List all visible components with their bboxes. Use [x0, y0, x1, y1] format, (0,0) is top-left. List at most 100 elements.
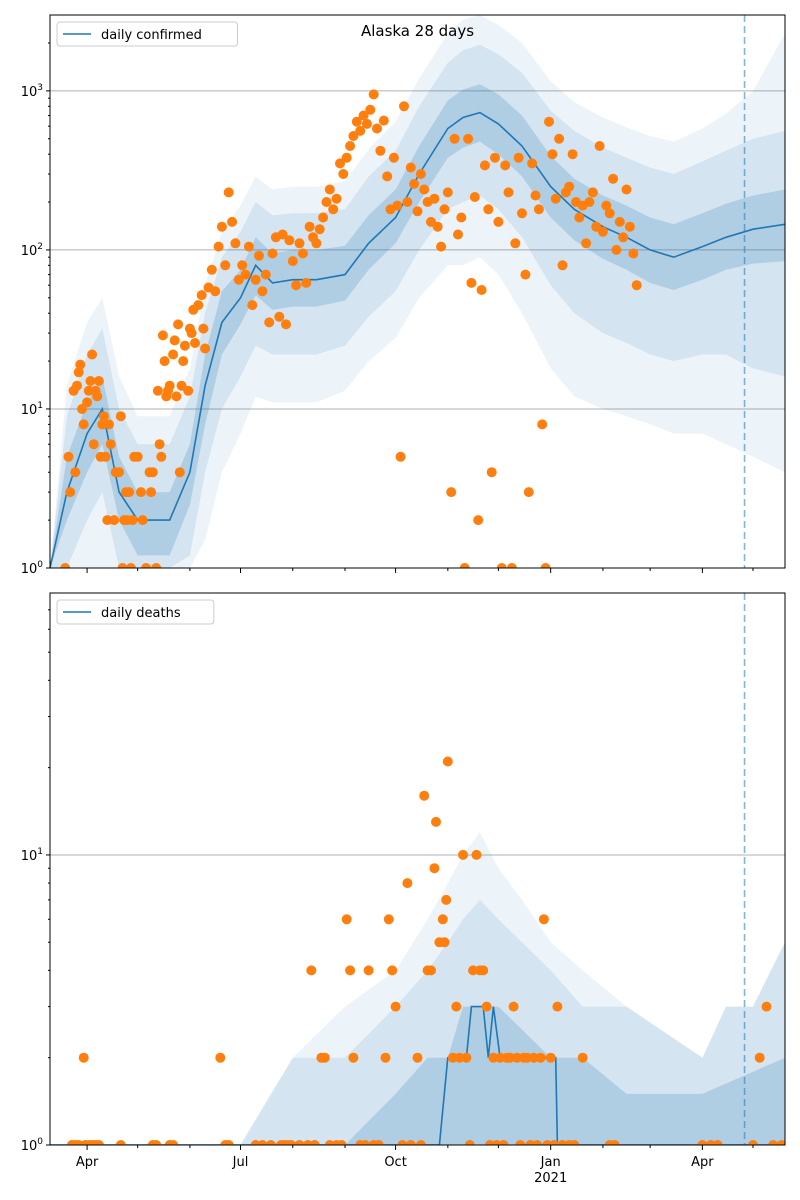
scatter-point — [697, 1140, 708, 1145]
scatter-point — [574, 212, 585, 223]
scatter-point — [360, 1140, 371, 1145]
scatter-point — [338, 169, 349, 179]
scatter-point — [508, 1001, 519, 1012]
scatter-point — [392, 200, 403, 211]
y-tick-label-exponent: 0 — [37, 1137, 43, 1147]
y-tick-label-base: 10 — [21, 403, 38, 418]
scatter-point — [267, 248, 278, 259]
scatter-point — [624, 221, 635, 232]
band-1 — [50, 1006, 785, 1145]
scatter-point — [318, 212, 329, 223]
scatter-point — [436, 241, 447, 252]
scatter-point — [439, 937, 450, 948]
scatter-point — [378, 115, 389, 126]
scatter-point — [441, 894, 452, 905]
scatter-point — [105, 439, 116, 450]
y-tick-label: 103 — [21, 83, 43, 100]
scatter-point — [216, 221, 227, 232]
scatter-point — [387, 965, 398, 976]
scatter-point — [65, 487, 76, 498]
scatter-point — [540, 563, 551, 568]
scatter-point — [157, 330, 168, 341]
scatter-point — [432, 221, 443, 232]
scatter-point — [117, 563, 128, 568]
scatter-point — [215, 1052, 226, 1063]
scatter-point — [587, 187, 598, 198]
scatter-point — [604, 208, 615, 219]
scatter-point — [405, 1140, 416, 1145]
scatter-point — [429, 193, 440, 204]
y-tick-label: 100 — [21, 1137, 44, 1154]
scatter-point — [341, 152, 352, 163]
scatter-point — [375, 145, 386, 156]
scatter-point — [415, 169, 426, 179]
scatter-point — [402, 197, 413, 207]
scatter-point — [114, 467, 125, 478]
scatter-point — [481, 1001, 492, 1012]
scatter-point — [515, 1140, 526, 1145]
scatter-point — [73, 367, 84, 378]
scatter-point — [156, 451, 167, 462]
scatter-point — [88, 439, 99, 450]
scatter-point — [368, 89, 379, 100]
scatter-point — [361, 118, 372, 129]
scatter-point — [345, 141, 356, 151]
scatter-point — [154, 439, 165, 450]
scatter-point — [281, 319, 291, 330]
series-line-daily-confirmed — [50, 111, 785, 568]
axes-frame — [49, 14, 786, 569]
scatter-point — [520, 269, 531, 280]
scatter-point — [550, 193, 561, 204]
scatter-point — [243, 241, 254, 252]
scatter-point — [547, 149, 558, 160]
scatter-point — [601, 200, 612, 211]
scatter-point — [456, 212, 467, 223]
scatter-point — [301, 277, 312, 288]
scatter-point — [581, 238, 592, 249]
band-1 — [50, 84, 785, 568]
scatter-point — [608, 173, 619, 184]
scatter-point — [493, 216, 504, 227]
scatter-point — [510, 238, 521, 249]
scatter-point — [768, 1140, 779, 1145]
scatter-point — [628, 248, 639, 259]
scatter-point — [152, 385, 163, 396]
scatter-point — [173, 319, 184, 330]
scatter-point — [442, 187, 453, 198]
scatter-point — [274, 311, 285, 322]
scatter-point — [132, 451, 143, 462]
scatter-point — [335, 158, 345, 169]
scatter-point — [569, 1140, 580, 1145]
scatter-point — [614, 216, 625, 227]
scatter-point — [449, 133, 460, 144]
scatter-point — [151, 563, 162, 568]
scatter-point — [397, 1140, 408, 1145]
scatter-point — [552, 1001, 563, 1012]
band-3 — [50, 15, 785, 568]
scatter-point — [233, 274, 244, 285]
scatter-point — [115, 1140, 126, 1145]
scatter-point — [213, 241, 224, 252]
scatter-point — [479, 160, 490, 171]
scatter-point — [506, 563, 517, 568]
scatter-point — [554, 133, 565, 144]
scatter-point — [372, 123, 382, 134]
y-tick-label-base: 10 — [21, 562, 38, 577]
scatter-point — [341, 914, 352, 925]
scatter-point — [388, 152, 399, 163]
scatter-point — [82, 397, 93, 408]
scatter-point — [461, 1052, 472, 1063]
scatter-point — [618, 232, 629, 243]
scatter-point — [291, 280, 302, 291]
y-tick-label-base: 10 — [21, 244, 38, 259]
scatter-point — [458, 849, 468, 860]
scatter-point — [486, 467, 497, 478]
scatter-point — [453, 229, 463, 240]
scatter-point — [168, 349, 179, 360]
scatter-point — [446, 487, 457, 498]
scatter-point — [98, 411, 109, 422]
scatter-point — [437, 914, 448, 925]
scatter-point — [471, 849, 482, 860]
scatter-point — [503, 187, 514, 198]
